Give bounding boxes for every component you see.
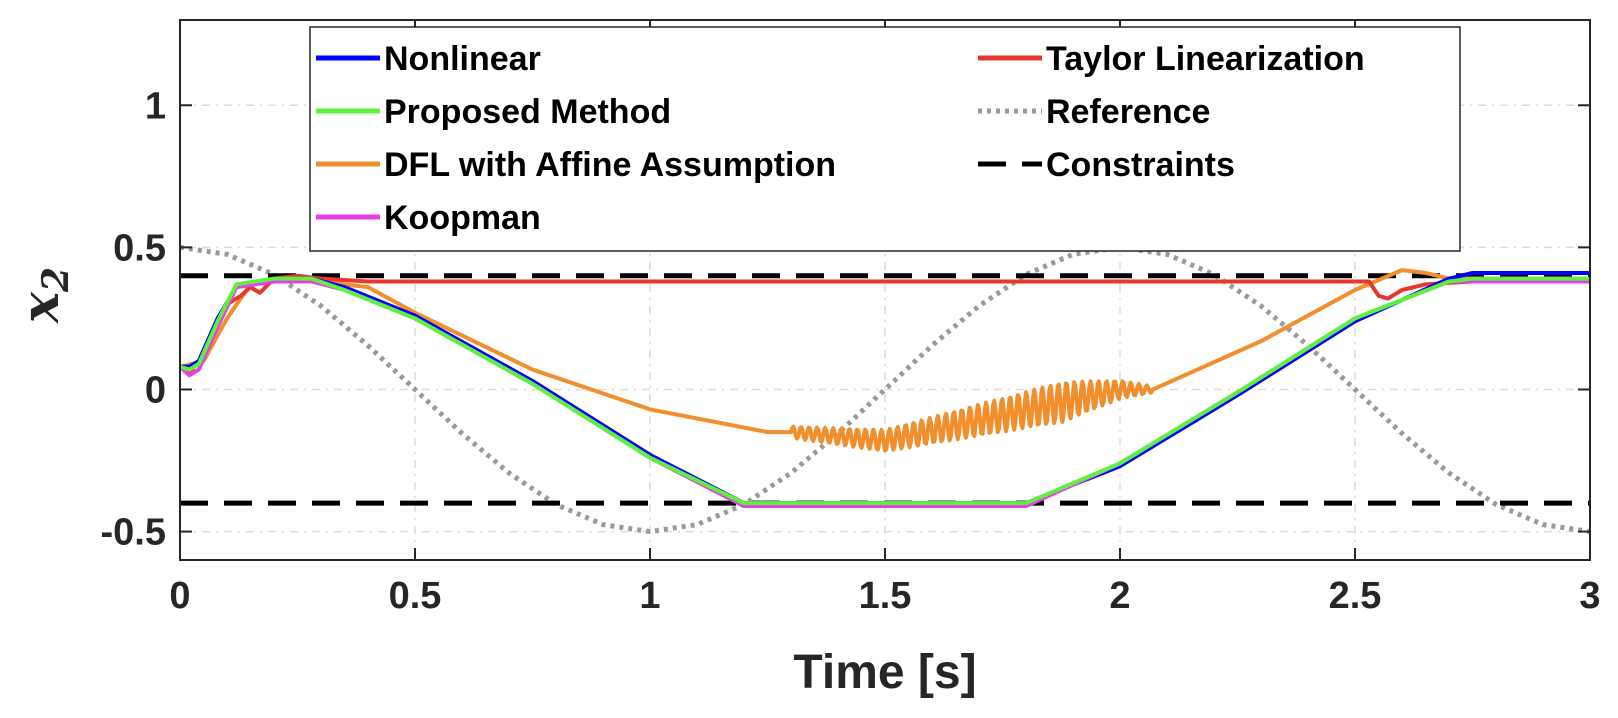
legend-label-proposed-method: Proposed Method <box>384 93 671 131</box>
y-axis-title: x2 <box>10 267 77 324</box>
legend-items: Nonlinear Taylor Linearization Proposed Me… <box>316 40 1365 237</box>
x-tick-label: 1 <box>639 575 660 617</box>
series-lines <box>178 244 1591 535</box>
y-tick-label: -0.5 <box>101 512 166 554</box>
x-tick-label: 1.5 <box>859 575 912 617</box>
legend-box <box>309 26 1461 252</box>
x-tick-label: 0 <box>169 575 190 617</box>
legend-label-taylor-linearization: Taylor Linearization <box>1046 40 1365 78</box>
y-axis-title-subscript: 2 <box>35 267 77 293</box>
x-tick-label: 3 <box>1579 575 1600 617</box>
y-axis-title-main: x <box>10 291 71 324</box>
series-line-dfl-with-affine-assumption <box>179 268 1591 453</box>
series-line-reference <box>179 244 1591 535</box>
legend: Nonlinear Taylor Linearization Proposed Me… <box>309 26 1461 252</box>
series-line-proposed-method <box>179 276 1590 506</box>
y-tick-label: 1 <box>145 85 166 127</box>
x-axis-title: Time [s] <box>793 646 976 699</box>
legend-label-dfl-with-affine-assumption: DFL with Affine Assumption <box>384 146 836 184</box>
axis-ticks: 0 0.5 1 1.5 2 2.5 3-0.500.51 <box>101 20 1601 617</box>
legend-label-reference: Reference <box>1046 93 1210 131</box>
x-tick-label: 2 <box>1109 575 1130 617</box>
legend-label-nonlinear: Nonlinear <box>384 40 541 78</box>
y-tick-label: 0 <box>145 369 166 411</box>
svg-text:x2: x2 <box>10 267 77 324</box>
x-tick-label: 2.5 <box>1329 575 1382 617</box>
y-tick-label: 0.5 <box>113 227 166 269</box>
legend-label-koopman: Koopman <box>384 199 541 237</box>
legend-label-constraints: Constraints <box>1046 146 1235 184</box>
x-tick-label: 0.5 <box>389 575 442 617</box>
